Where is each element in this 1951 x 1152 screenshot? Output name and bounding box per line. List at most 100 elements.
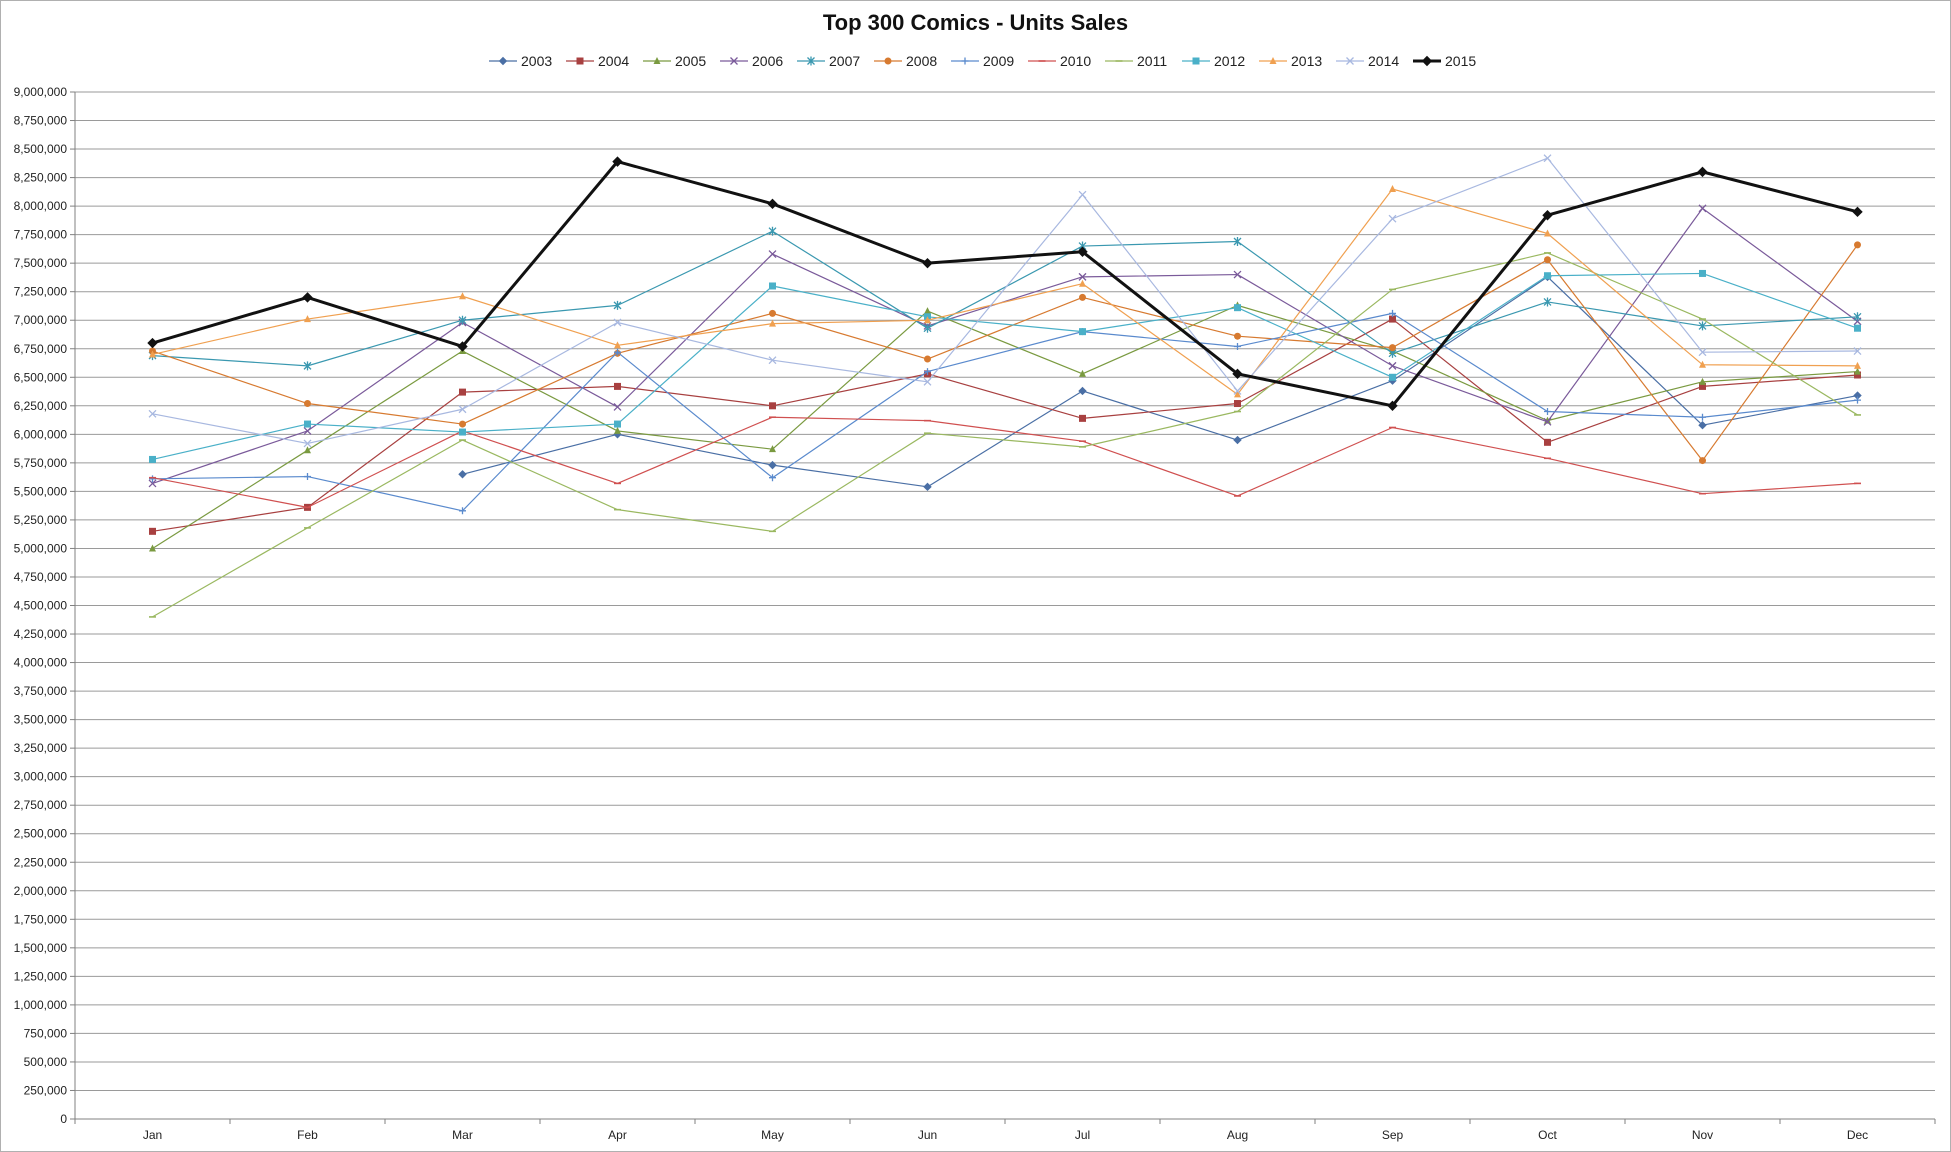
data-point-2014-May [768,356,777,365]
y-tick-label: 0 [60,1112,67,1126]
data-point-2012-Jul [1079,328,1086,336]
y-tick-label: 2,750,000 [14,798,68,812]
data-point-2005-Jul [1079,369,1086,377]
data-point-2008-Aug [1234,332,1241,340]
x-tick-label: Jun [918,1128,937,1142]
y-tick-label: 8,750,000 [14,114,68,128]
legend: 2003 2004 2005 2006 2007 2008 2009 2010 2011 2012… [489,53,1476,69]
data-point-2014-Jan [148,409,157,418]
series-2015 [147,156,1863,412]
data-point-2005-Nov [1699,377,1706,385]
data-point-2006-Nov [1698,204,1707,213]
y-tick-label: 2,250,000 [14,855,68,869]
series-line-2010 [152,416,1858,508]
legend-label: 2012 [1214,53,1245,69]
y-tick-label: 4,500,000 [14,599,68,613]
data-point-2008-Jul [1079,293,1086,301]
y-tick-label: 3,250,000 [14,741,68,755]
series-2013 [149,184,1861,398]
data-point-2015-Dec [1852,206,1863,218]
y-tick-label: 5,500,000 [14,484,68,498]
data-point-2007-Oct [1543,297,1552,307]
data-point-2004-Nov [1699,382,1706,390]
y-tick-label: 6,000,000 [14,427,68,441]
data-point-2015-Jan [147,337,158,349]
data-point-2013-Sep [1389,184,1396,192]
data-point-2009-Aug [1234,342,1241,350]
data-point-2009-Nov [1699,413,1706,421]
series-line-2004 [152,318,1858,532]
data-point-2003-Jun [923,482,932,492]
y-tick-label: 8,000,000 [14,199,68,213]
data-point-2007-Apr [613,300,622,310]
data-point-2013-Jul [1079,279,1086,287]
y-tick-label: 3,000,000 [14,770,68,784]
x-tick-label: Mar [452,1128,473,1142]
data-point-2007-May [768,226,777,236]
legend-label: 2010 [1060,53,1091,69]
data-point-2006-May [768,250,777,258]
data-point-2008-Dec [1854,241,1861,249]
data-point-2004-Sep [1389,315,1396,323]
x-tick-label: Aug [1227,1128,1248,1142]
y-tick-label: 8,250,000 [14,171,68,185]
data-point-2004-Dec [1854,371,1861,379]
data-point-2004-Jul [1079,414,1086,422]
data-point-2007-Feb [303,361,312,371]
data-point-2015-Jul [1077,246,1088,257]
data-point-2007-Mar [458,315,467,325]
series-2003 [458,272,1862,492]
x-tick-label: Apr [608,1128,627,1142]
data-point-2005-Jan [149,544,156,552]
data-point-2013-Nov [1699,360,1706,368]
data-point-2006-Jan [148,479,157,488]
data-point-2004-Oct [1544,438,1551,446]
legend-marker [1269,57,1277,64]
x-tick-label: May [761,1128,784,1142]
data-point-2003-Jul [1078,386,1087,396]
data-point-2015-Mar [457,341,468,352]
legend-item-2004: 2004 [566,53,629,69]
data-point-2015-Sep [1387,400,1398,412]
data-point-2012-Feb [304,420,311,428]
series-2011 [149,252,1861,618]
data-point-2013-Mar [459,292,466,300]
legend-item-2003: 2003 [489,53,552,69]
y-tick-label: 3,750,000 [14,684,68,698]
data-point-2012-Aug [1234,304,1241,312]
legend-marker [807,56,815,66]
legend-item-2009: 2009 [951,53,1014,69]
data-point-2008-Sep [1389,344,1396,352]
data-point-2005-May [769,445,776,453]
x-tick-label: Dec [1847,1128,1868,1142]
y-tick-label: 5,750,000 [14,456,68,470]
gridlines [75,91,1935,1120]
data-point-2014-Oct [1543,154,1552,163]
data-point-2012-May [769,282,776,290]
y-tick-label: 500,000 [24,1055,68,1069]
y-tick-label: 6,750,000 [14,342,68,356]
series-line-2013 [152,188,1858,395]
data-point-2012-Apr [614,420,621,428]
legend-label: 2008 [906,53,937,69]
y-tick-label: 2,500,000 [14,827,68,841]
data-point-2013-Aug [1234,390,1241,398]
legend-marker [1421,55,1433,67]
data-point-2009-Feb [304,473,311,481]
series-line-2007 [152,230,1858,367]
data-point-2009-Jan [149,475,156,483]
y-tick-label: 6,500,000 [14,370,68,384]
y-tick-label: 5,000,000 [14,541,68,555]
series-line-2012 [152,272,1858,461]
data-point-2005-Apr [614,426,621,434]
data-point-2008-Nov [1699,457,1706,465]
data-point-2007-Jun [923,323,932,333]
y-tick-label: 4,000,000 [14,656,68,670]
x-tick-label: Sep [1382,1128,1404,1142]
legend-item-2008: 2008 [874,53,937,69]
legend-marker [1346,57,1354,65]
data-point-2008-Feb [304,400,311,408]
data-point-2006-Oct [1543,417,1552,426]
y-tick-label: 8,500,000 [14,142,68,156]
data-point-2005-Dec [1854,367,1861,375]
